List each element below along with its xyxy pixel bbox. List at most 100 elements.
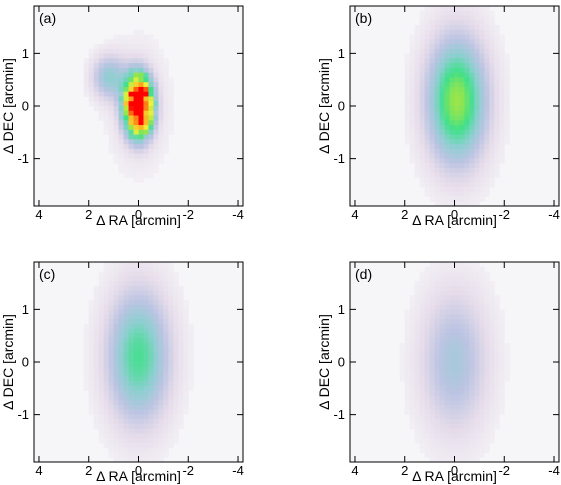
heatmap-cell (98, 276, 105, 282)
heatmap-cell (118, 290, 124, 296)
heatmap-cell (444, 357, 450, 363)
heatmap-cell (108, 390, 115, 396)
heatmap-cell (103, 72, 110, 78)
heatmap-cell (158, 338, 164, 344)
heatmap-cell (409, 385, 416, 391)
heatmap-cell (504, 134, 510, 140)
heatmap-cell (469, 196, 475, 202)
heatmap-cell (499, 342, 505, 349)
heatmap-cell (469, 404, 475, 411)
heatmap-cell (474, 101, 480, 107)
heatmap-cell (98, 86, 105, 93)
heatmap-cell (88, 91, 95, 97)
heatmap-cell (419, 144, 426, 150)
heatmap-cell (474, 10, 480, 16)
heatmap-cell (143, 319, 149, 325)
heatmap-cell (103, 91, 110, 97)
heatmap-cell (459, 10, 465, 16)
heatmap-cell (484, 323, 490, 330)
heatmap-cell (444, 423, 450, 430)
heatmap-cell (499, 385, 505, 391)
heatmap-cell (464, 48, 470, 55)
heatmap-cell (444, 201, 450, 207)
heatmap-cell (429, 158, 435, 164)
heatmap-cell (429, 376, 435, 382)
heatmap-cell (88, 381, 95, 387)
heatmap-cell (449, 6, 455, 12)
heatmap-cell (459, 144, 465, 150)
heatmap-cell (474, 77, 480, 83)
heatmap-cell (158, 271, 164, 277)
heatmap-cell (419, 134, 426, 140)
heatmap-cell (469, 457, 475, 463)
heatmap-cell (494, 63, 500, 69)
heatmap-cell (158, 300, 164, 306)
heatmap-cell (424, 395, 431, 401)
heatmap-cell (419, 428, 426, 434)
heatmap-cell (479, 39, 485, 45)
heatmap-cell (118, 347, 124, 353)
heatmap-cell (98, 115, 105, 121)
heatmap-cell (168, 362, 174, 368)
heatmap-cell (464, 10, 470, 16)
heatmap-cell (163, 295, 169, 301)
heatmap-cell (148, 381, 154, 387)
heatmap-cell (449, 281, 455, 287)
heatmap-cell (133, 352, 139, 358)
heatmap-cell (163, 404, 169, 411)
heatmap-cell (133, 442, 139, 449)
heatmap-cell (83, 342, 90, 349)
heatmap-cell (484, 300, 490, 306)
heatmap-cell (113, 452, 119, 458)
heatmap-cell (143, 120, 149, 126)
heatmap-cell (173, 319, 179, 325)
heatmap-cell (158, 77, 164, 83)
heatmap-cell (444, 404, 450, 411)
heatmap-cell (474, 182, 480, 188)
heatmap-cell (484, 304, 490, 311)
heatmap-cell (93, 390, 100, 396)
heatmap-cell (168, 110, 174, 116)
heatmap-cell (434, 290, 440, 296)
heatmap-cell (504, 376, 510, 382)
heatmap-cell (449, 15, 455, 21)
heatmap-cell (158, 139, 164, 145)
heatmap-cell (133, 395, 139, 401)
heatmap-cell (499, 390, 505, 396)
heatmap-cell (123, 404, 129, 411)
heatmap-cell (429, 390, 435, 396)
heatmap-cell (128, 347, 134, 353)
heatmap-cell (419, 77, 426, 83)
heatmap-cell (118, 276, 124, 282)
heatmap-cell (484, 158, 490, 164)
heatmap-cell (494, 342, 500, 349)
heatmap-cell (459, 58, 465, 64)
heatmap-cell (133, 53, 139, 59)
heatmap-cell (479, 362, 485, 368)
heatmap-cell (479, 163, 485, 169)
heatmap-cell (449, 25, 455, 31)
heatmap-cell (93, 106, 100, 112)
heatmap-cell (459, 338, 465, 344)
heatmap-cell (153, 266, 159, 272)
heatmap-cell (444, 63, 450, 69)
heatmap-cell (489, 428, 495, 434)
heatmap-cell (113, 352, 119, 358)
heatmap-cell (459, 385, 465, 391)
heatmap-cell (98, 333, 105, 339)
heatmap-cell (434, 338, 440, 344)
heatmap-cell (449, 158, 455, 164)
heatmap-cell (439, 419, 445, 425)
heatmap-cell (123, 371, 129, 377)
panel-label: (d) (355, 266, 372, 282)
heatmap-cell (148, 134, 154, 140)
heatmap-cell (459, 91, 465, 97)
heatmap-cell (464, 442, 470, 449)
heatmap-cell (439, 328, 445, 334)
heatmap-cell (429, 86, 435, 93)
heatmap-cell (444, 106, 450, 112)
heatmap-cell (133, 314, 139, 320)
heatmap-cell (123, 63, 129, 69)
heatmap-cell (419, 48, 426, 55)
heatmap-cell (98, 352, 105, 358)
